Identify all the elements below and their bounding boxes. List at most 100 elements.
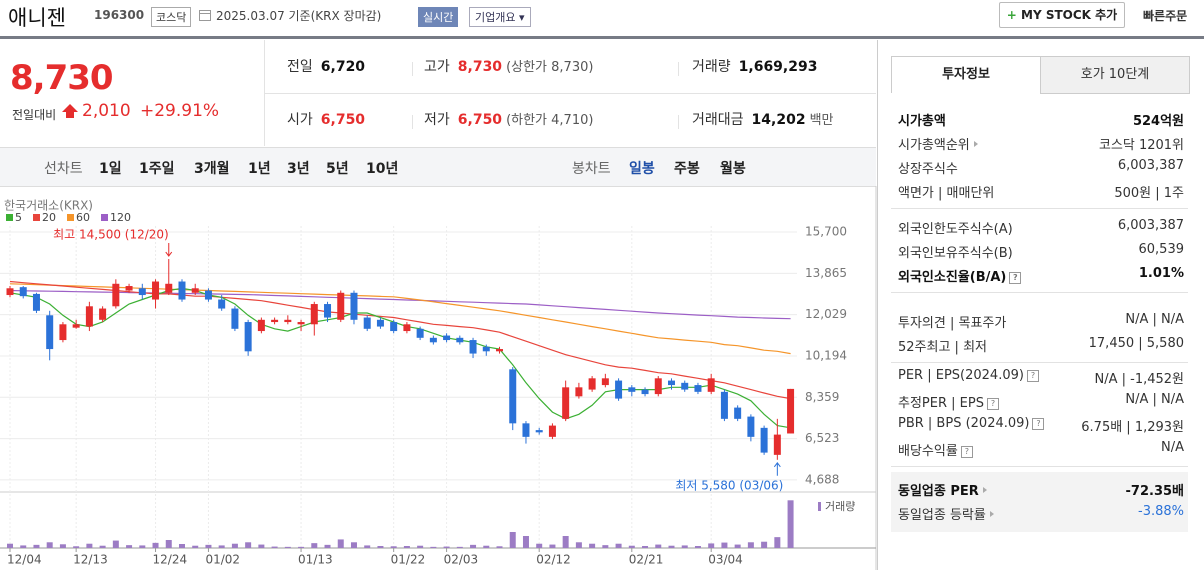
info-value: 1.01% bbox=[1138, 266, 1184, 281]
period-item[interactable]: 1년 bbox=[248, 161, 271, 177]
side-panel: 투자정보 호가 10단계 시가총액 524억원 시가총액순위 코스닥 1201위 상장주… bbox=[877, 40, 1204, 570]
quick-order[interactable]: 빠른주문 bbox=[1143, 9, 1188, 23]
help-icon[interactable]: ? bbox=[1026, 370, 1039, 382]
candle-body bbox=[125, 286, 133, 291]
info-label-wrap: 동일업종 PER bbox=[898, 480, 987, 499]
info-label: 투자의견 | 목표주가 bbox=[898, 316, 1007, 331]
volume-bar bbox=[33, 544, 40, 548]
info-label: 외국인한도주식수(A) bbox=[898, 222, 1013, 237]
x-tick-label: 12/24 bbox=[153, 553, 188, 567]
info-label: 배당수익률 bbox=[898, 444, 958, 459]
change-label: 전일대비 bbox=[12, 108, 57, 122]
volume-label: 거래량 bbox=[825, 500, 855, 513]
candle-body bbox=[350, 292, 358, 320]
candle-body bbox=[429, 337, 437, 343]
tab[interactable]: 투자정보 bbox=[891, 56, 1041, 93]
volume-bar bbox=[112, 540, 119, 548]
info-label: 상장주식수 bbox=[898, 162, 958, 177]
divider bbox=[264, 40, 265, 146]
period-item[interactable]: 월봉 bbox=[720, 161, 746, 177]
volume-bar bbox=[73, 546, 80, 548]
candle-body bbox=[615, 380, 623, 399]
stock-name: 애니젠 bbox=[8, 6, 66, 30]
info-value: 524억원 bbox=[1132, 114, 1184, 129]
candle-body bbox=[284, 319, 292, 323]
period-item[interactable]: 10년 bbox=[366, 161, 399, 177]
candle-body bbox=[482, 346, 490, 352]
candle-body bbox=[244, 322, 252, 352]
volume-bar bbox=[165, 540, 172, 548]
arrow-icon bbox=[973, 141, 978, 147]
company-button[interactable]: 기업개요 ▾ bbox=[469, 7, 531, 27]
volume-bar bbox=[747, 542, 754, 548]
candle-body bbox=[231, 308, 239, 329]
volume-bar bbox=[417, 545, 424, 548]
candle-body bbox=[628, 387, 636, 392]
volume-bar bbox=[139, 545, 146, 548]
volume-bar bbox=[615, 543, 622, 548]
tab[interactable]: 호가 10단계 bbox=[1040, 56, 1190, 94]
candle-body bbox=[178, 281, 186, 300]
info-label-wrap: 추정PER | EPS? bbox=[898, 392, 999, 411]
volume-bar bbox=[642, 546, 649, 548]
info-label: 시가총액 bbox=[898, 114, 946, 129]
period-item[interactable]: 주봉 bbox=[674, 161, 700, 177]
help-icon[interactable]: ? bbox=[1032, 418, 1045, 430]
y-tick-label: 15,700 bbox=[805, 225, 847, 239]
period-item[interactable]: 3개월 bbox=[194, 161, 230, 177]
help-icon[interactable]: ? bbox=[1009, 272, 1022, 284]
info-label-wrap: 시가총액순위 bbox=[898, 134, 978, 153]
candle-body bbox=[496, 349, 504, 352]
help-icon[interactable]: ? bbox=[960, 446, 973, 458]
candle-body bbox=[601, 378, 609, 386]
quote-label: 거래대금 bbox=[692, 112, 744, 128]
help-icon[interactable]: ? bbox=[986, 398, 999, 410]
period-item[interactable]: 일봉 bbox=[629, 161, 655, 177]
candle-body bbox=[310, 304, 318, 325]
info-label-wrap: 52주최고 | 최저 bbox=[898, 336, 987, 355]
info-label-wrap: 투자의견 | 목표주가 bbox=[898, 312, 1006, 331]
info-label-wrap: 외국인보유주식수(B) bbox=[898, 242, 1013, 261]
volume-bar bbox=[7, 543, 13, 548]
ma-line bbox=[9, 287, 791, 429]
period-item[interactable]: 1주일 bbox=[139, 161, 175, 177]
quote-value: 8,730 bbox=[457, 59, 503, 75]
candle-body bbox=[469, 340, 477, 354]
chart-source: 한국거래소(KRX) bbox=[4, 199, 93, 213]
quote-cell: 시가 6,750 bbox=[287, 109, 365, 129]
volume-bar bbox=[562, 536, 569, 548]
info-label: 추정PER | EPS bbox=[898, 396, 984, 411]
candle-body bbox=[641, 389, 649, 395]
candle-body bbox=[324, 304, 332, 318]
info-label: 시가총액순위 bbox=[898, 138, 970, 153]
candle-body bbox=[376, 319, 384, 327]
mystock-button[interactable]: + MY STOCK 추가 bbox=[999, 2, 1125, 28]
period-item[interactable]: 1일 bbox=[99, 161, 122, 177]
info-value: 6.75배 | 1,293원 bbox=[1081, 420, 1184, 435]
volume-bar bbox=[589, 543, 596, 548]
x-tick-label: 01/22 bbox=[391, 553, 426, 567]
candle-body bbox=[85, 306, 93, 327]
candle-body bbox=[668, 380, 675, 386]
period-bar: 선차트 1일 1주일 3개월 1년 3년 5년 10년 봉차트 일봉 주봉 월봉 bbox=[0, 147, 876, 187]
candle-body bbox=[654, 378, 662, 395]
info-label-wrap: 외국인소진율(B/A)? bbox=[898, 266, 1022, 285]
mystock-text: MY STOCK 추가 bbox=[1021, 8, 1118, 22]
period-item[interactable]: 5년 bbox=[326, 161, 349, 177]
volume-bar bbox=[152, 542, 159, 548]
period-item[interactable]: 3년 bbox=[287, 161, 310, 177]
info-value: 6,003,387 bbox=[1117, 158, 1184, 173]
info-label: 동일업종 등락률 bbox=[898, 508, 986, 523]
quote-label: 거래량 bbox=[692, 59, 731, 75]
quote-label: 고가 bbox=[424, 59, 450, 75]
realtime-badge[interactable]: 실시간 bbox=[418, 7, 459, 27]
up-arrow bbox=[62, 104, 78, 118]
volume-bar bbox=[761, 541, 768, 548]
candle-body bbox=[456, 337, 464, 343]
quote-label: 저가 bbox=[424, 112, 450, 128]
volume-bar bbox=[284, 546, 291, 548]
volume-bar bbox=[271, 546, 278, 548]
x-tick-label: 02/21 bbox=[629, 553, 664, 567]
x-tick-label: 01/02 bbox=[205, 553, 240, 567]
candle-body bbox=[191, 288, 199, 293]
